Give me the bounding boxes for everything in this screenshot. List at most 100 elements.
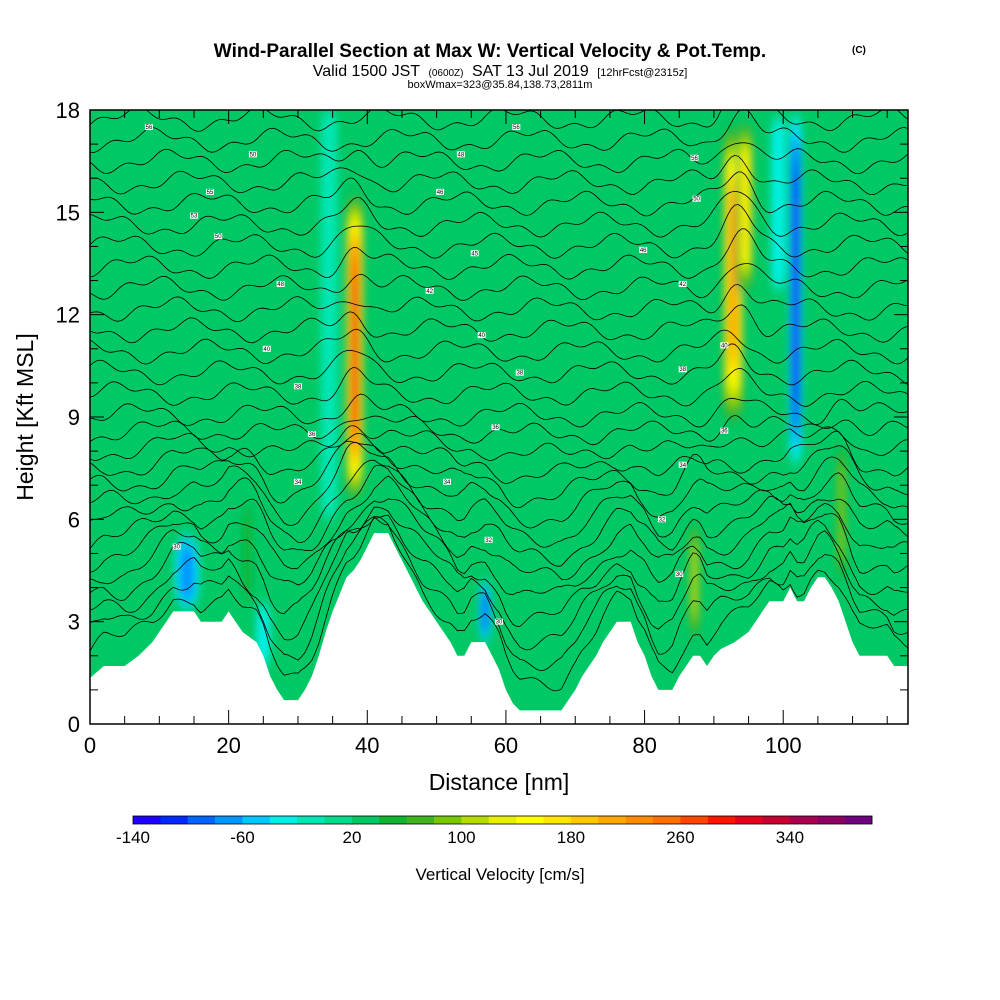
theta-label: 50	[692, 195, 701, 203]
chart-title-block: Wind-Parallel Section at Max W: Vertical…	[214, 41, 866, 91]
y-tick-label: 18	[56, 98, 80, 123]
terrain	[90, 533, 908, 724]
theta-contour	[90, 366, 908, 407]
theta-label-text: 46	[640, 248, 647, 254]
colorbar-swatch	[789, 816, 818, 824]
theta-contour	[90, 263, 908, 301]
colorbar-swatch	[735, 816, 763, 824]
colorbar-tick-label: 340	[776, 828, 804, 847]
colorbar-tick-label: -60	[230, 828, 255, 847]
theta-label: 46	[639, 246, 648, 254]
x-tick-label: 40	[355, 733, 379, 758]
theta-label-bg	[484, 536, 493, 543]
theta-label-bg	[657, 516, 666, 523]
theta-contour	[90, 228, 908, 280]
theta-label-text: 46	[437, 190, 444, 196]
theta-label: 56	[690, 154, 699, 162]
theta-label-bg	[678, 366, 687, 373]
theta-label: 32	[484, 536, 493, 544]
updraft-core	[742, 162, 748, 253]
x-tick-label: 0	[84, 733, 96, 758]
downdraft-core	[793, 196, 798, 382]
downdraft-core	[771, 118, 786, 290]
colorbar-swatch	[680, 816, 709, 824]
downdraft-core	[482, 592, 488, 630]
colorbar-swatch	[598, 816, 626, 824]
theta-label: 42	[678, 280, 687, 288]
theta-label-bg	[470, 250, 479, 257]
theta-contour	[90, 393, 908, 428]
colorbar-swatch	[653, 816, 681, 824]
theta-label: 40	[720, 342, 729, 349]
theta-label-text: 48	[277, 282, 284, 288]
theta-label-text: 32	[485, 538, 492, 544]
y-tick-label: 6	[68, 507, 80, 532]
vertical-velocity-field	[174, 110, 848, 667]
theta-contour	[90, 516, 908, 672]
theta-label-text: 50	[215, 234, 222, 240]
theta-label-bg	[425, 287, 434, 294]
y-axis-label: Height [Kft MSL]	[12, 333, 38, 500]
theta-label-bg	[692, 195, 701, 202]
theta-label-text: 30	[496, 620, 503, 626]
downdraft-core	[180, 545, 194, 600]
theta-label-text: 53	[191, 214, 198, 220]
theta-label-bg	[172, 543, 181, 550]
theta-label-text: 32	[659, 517, 666, 523]
colorbar-swatch	[516, 816, 544, 824]
theta-contour	[90, 440, 908, 509]
theta-label: 46	[436, 188, 445, 196]
theta-label: 36	[491, 424, 500, 431]
colorbar-swatch	[406, 816, 435, 824]
colorbar-swatch	[434, 816, 462, 824]
contour-labels: 56 50 55 53 50 48 40 38 36 34 30 56 48 46 45 42 40 38 36 34…	[144, 124, 729, 626]
updraft-core	[838, 467, 844, 558]
theta-label-text: 56	[513, 125, 520, 131]
colorbar-swatch	[351, 816, 380, 824]
colorbar-frame	[132, 815, 873, 825]
theta-contour	[90, 110, 908, 154]
theta-label-bg	[307, 431, 316, 438]
theta-label: 42	[425, 287, 434, 295]
x-axis-label: Distance [nm]	[429, 769, 570, 795]
theta-label: 32	[657, 516, 666, 523]
theta-contour	[90, 343, 908, 386]
colorbar-swatch	[488, 816, 517, 824]
theta-label-bg	[456, 151, 465, 158]
theta-contour	[90, 154, 908, 196]
theta-contour	[90, 506, 908, 627]
colorbar-swatch	[160, 816, 189, 824]
theta-label-bg	[690, 154, 699, 161]
theta-label: 38	[515, 369, 524, 377]
theta-contour	[90, 475, 908, 581]
x-tick-label: 100	[765, 733, 802, 758]
x-tick-label: 80	[632, 733, 656, 758]
colorbar-swatch	[297, 816, 325, 824]
colorbar-tick-label: 260	[666, 828, 694, 847]
theta-label-bg	[262, 345, 271, 352]
colorbar-swatch	[543, 816, 572, 824]
theta-label-bg	[293, 383, 302, 390]
y-tick-label: 0	[68, 712, 80, 737]
theta-label-bg	[276, 280, 285, 287]
potential-temperature-contours	[90, 110, 908, 692]
colorbar: -140 -60 20 100 180 260 340	[116, 815, 873, 847]
theta-label-bg	[436, 188, 445, 195]
theta-label-bg	[214, 233, 223, 240]
colorbar-tick-label: 180	[557, 828, 585, 847]
theta-label: 40	[262, 345, 271, 353]
theta-label-text: 55	[207, 190, 214, 196]
theta-label-text: 56	[691, 156, 698, 162]
colorbar-swatch	[269, 816, 298, 824]
theta-label-text: 45	[471, 251, 478, 257]
theta-label: 30	[495, 618, 503, 626]
updraft-core	[731, 204, 736, 343]
colorbar-label: Vertical Velocity [cm/s]	[415, 865, 584, 884]
chart-box-info: boxWmax=323@35.84,138.73,2811m	[408, 79, 593, 91]
colorbar-tick-label: 20	[343, 828, 362, 847]
theta-label: 48	[276, 280, 285, 288]
theta-label-text: 50	[250, 152, 257, 158]
theta-label-bg	[512, 124, 521, 131]
